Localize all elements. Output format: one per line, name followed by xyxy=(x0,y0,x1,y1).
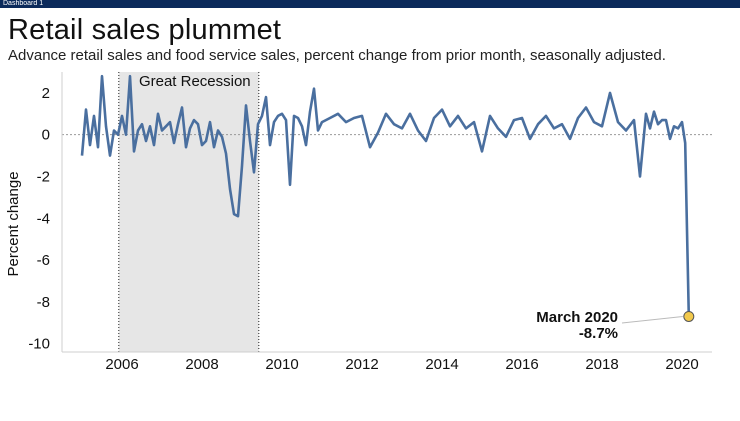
x-tick-label: 2016 xyxy=(505,356,538,373)
x-tick-label: 2006 xyxy=(105,356,138,373)
annotation-value: -8.7% xyxy=(579,325,618,342)
chart-title: Retail sales plummet xyxy=(8,14,282,46)
y-tick-label: -6 xyxy=(37,252,50,269)
x-tick-label: 2008 xyxy=(185,356,218,373)
dashboard-label: Dashboard 1 xyxy=(3,0,44,7)
y-tick-label: -2 xyxy=(37,168,50,185)
chart-subtitle: Advance retail sales and food service sa… xyxy=(8,47,666,64)
y-tick-label: 0 xyxy=(42,127,50,144)
y-tick-label: -4 xyxy=(37,210,50,227)
recession-label: Great Recession xyxy=(139,73,251,90)
x-tick-label: 2010 xyxy=(265,356,298,373)
y-tick-label: -10 xyxy=(28,336,50,353)
highlight-point xyxy=(683,310,695,322)
dashboard-top-bar: Dashboard 1 xyxy=(0,0,740,8)
y-axis-label: Percent change xyxy=(5,171,22,276)
annotation-date: March 2020 xyxy=(536,309,618,326)
recession-shade xyxy=(118,72,259,352)
x-tick-label: 2020 xyxy=(665,356,698,373)
x-tick-label: 2012 xyxy=(345,356,378,373)
x-tick-label: 2014 xyxy=(425,356,458,373)
series-line xyxy=(80,74,691,317)
y-tick-label: 2 xyxy=(42,85,50,102)
x-tick-label: 2018 xyxy=(585,356,618,373)
annotation-leader xyxy=(621,315,683,324)
y-tick-label: -8 xyxy=(37,294,50,311)
